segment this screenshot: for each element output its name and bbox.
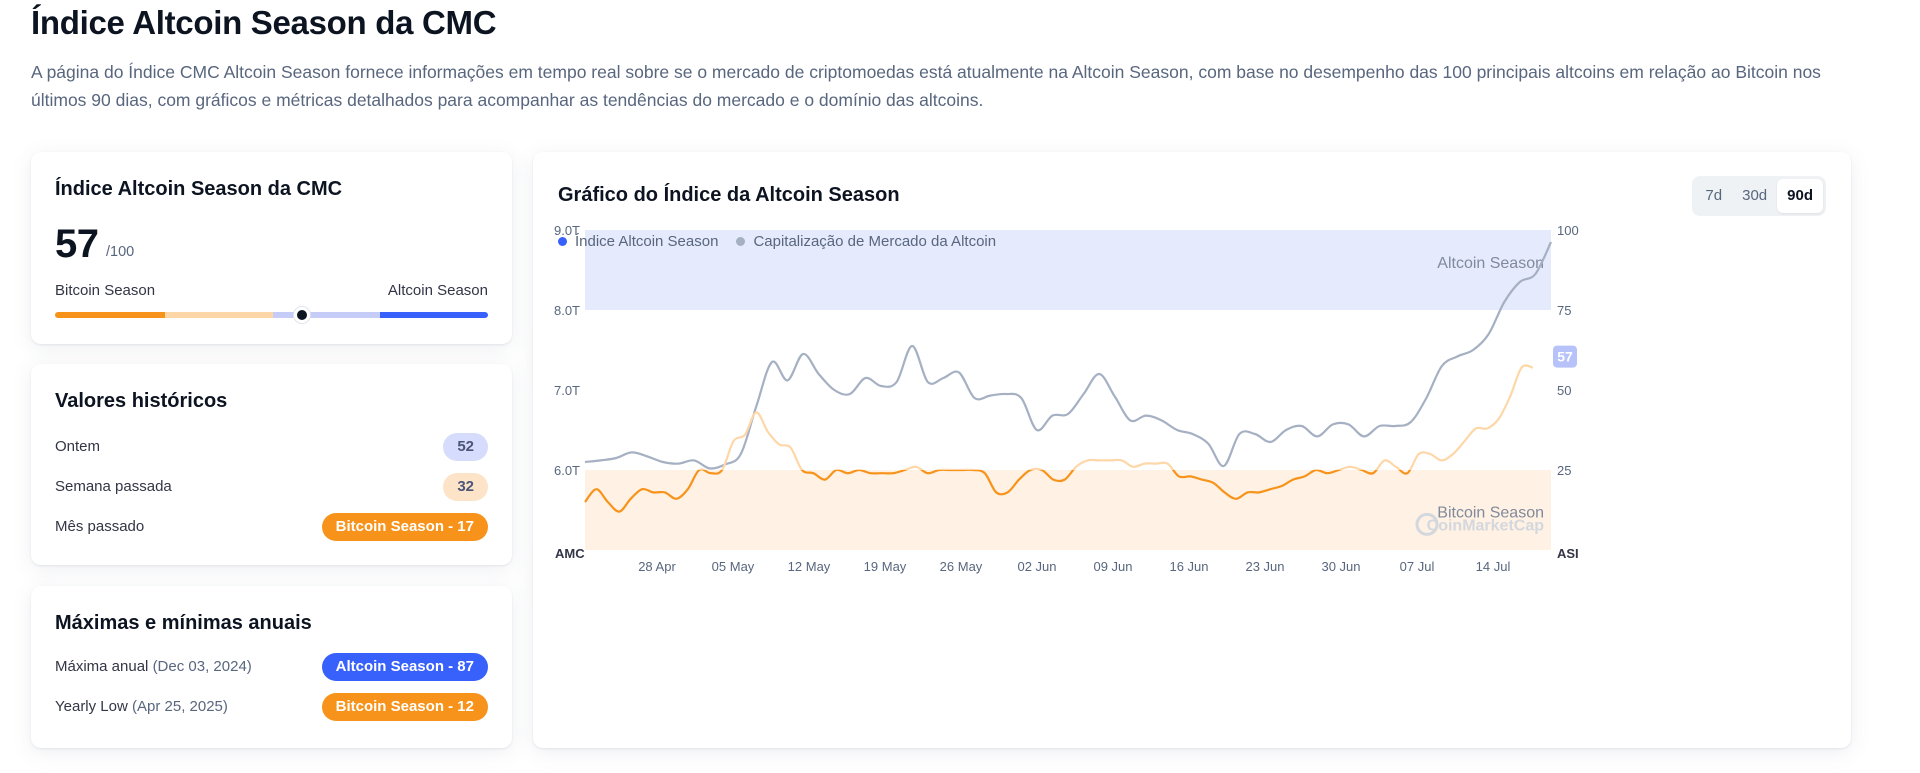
index-line-upper (697, 364, 1534, 470)
altcoin-season-label: Altcoin Season (387, 282, 488, 299)
coinmarketcap-logo-icon (1415, 512, 1439, 536)
altcoin-season-zone (585, 230, 1551, 310)
x-axis-tick: 02 Jun (1017, 559, 1056, 574)
historical-values-card: Valores históricos Ontem 52 Semana passa… (31, 364, 512, 565)
history-row-yesterday: Ontem 52 (55, 432, 488, 462)
history-label: Ontem (55, 438, 101, 455)
range-90d-button[interactable]: 90d (1777, 179, 1823, 213)
x-axis-tick: 14 Jul (1476, 559, 1511, 574)
legend-item-index[interactable]: Índice Altcoin Season (558, 233, 718, 250)
legend-label-market-cap: Capitalização de Mercado da Altcoin (753, 233, 997, 250)
history-value-badge: 32 (443, 473, 488, 501)
legend-dot-market-cap (736, 237, 746, 246)
history-value-badge: 52 (443, 433, 488, 461)
page-title: Índice Altcoin Season da CMC (31, 4, 497, 41)
chart-title: Gráfico do Índice da Altcoin Season (558, 184, 900, 206)
altcoin-season-zone-label: Altcoin Season (1437, 255, 1544, 272)
chart-card: Altcoin Season Bitcoin Season CoinMarketCa… (533, 152, 1851, 748)
right-axis-tick: 50 (1557, 383, 1571, 398)
current-value-badge (1553, 345, 1577, 368)
index-max: /100 (106, 244, 135, 260)
x-axis-tick: 05 May (712, 559, 755, 574)
page-description: A página do Índice CMC Altcoin Season fo… (31, 62, 1821, 110)
index-line-lower (584, 470, 1412, 513)
left-axis-tick: 8.0T (554, 303, 580, 318)
yearly-high-date: (Dec 03, 2024) (152, 658, 252, 675)
legend-label-index: Índice Altcoin Season (575, 233, 719, 250)
chart-legend: Índice Altcoin Season Capitalização de M… (558, 233, 996, 250)
left-axis-tick: 6.0T (554, 463, 580, 478)
x-axis-tick: 30 Jun (1321, 559, 1360, 574)
x-axis-tick: 23 Jun (1245, 559, 1284, 574)
bitcoin-season-zone-label: Bitcoin Season (1437, 505, 1544, 522)
x-axis-tick: 19 May (864, 559, 907, 574)
x-axis-tick: 12 May (788, 559, 831, 574)
bitcoin-season-zone (585, 470, 1551, 550)
left-axis-tick: 7.0T (554, 383, 580, 398)
legend-dot-index (558, 237, 567, 246)
gauge-segment-bitcoin-light (165, 312, 273, 318)
yearly-low-badge: Bitcoin Season - 12 (321, 693, 488, 721)
index-card: Índice Altcoin Season da CMC 57 /100 Bit… (31, 152, 512, 344)
history-row-last-week: Semana passada 32 (55, 472, 488, 502)
history-label: Semana passada (55, 478, 172, 495)
history-value-badge: Bitcoin Season - 17 (321, 513, 488, 541)
gauge-segment-altcoin (380, 312, 488, 318)
bitcoin-season-label: Bitcoin Season (55, 282, 156, 299)
x-axis-tick: 16 Jun (1169, 559, 1208, 574)
range-7d-button[interactable]: 7d (1705, 187, 1723, 204)
yearly-title: Máximas e mínimas anuais (55, 612, 312, 634)
yearly-high-text: Máxima anual (55, 658, 149, 675)
right-axis-tick: 100 (1557, 223, 1579, 238)
yearly-high-badge: Altcoin Season - 87 (321, 653, 488, 681)
yearly-high-low-card: Máximas e mínimas anuais Máxima anual (D… (31, 586, 512, 748)
market-cap-line (584, 241, 1552, 470)
historical-values-title: Valores históricos (55, 390, 228, 412)
x-axis-tick: 28 Apr (638, 559, 676, 574)
history-label: Mês passado (55, 518, 145, 535)
altcoin-season-chart[interactable]: Altcoin Season Bitcoin SeasonCoinMarketCa… (533, 152, 1851, 748)
chart-plot-group: Altcoin Season Bitcoin SeasonCoinMarketCa… (554, 223, 1579, 574)
current-value-badge-text: 57 (1557, 349, 1573, 365)
legend-item-market-cap[interactable]: Capitalização de Mercado da Altcoin (736, 233, 996, 250)
yearly-low-date: (Apr 25, 2025) (132, 698, 228, 715)
x-axis-tick: 07 Jul (1400, 559, 1435, 574)
gauge-segment-altcoin-light (273, 312, 380, 318)
yearly-low-text: Yearly Low (55, 698, 128, 715)
right-axis-label: ASI (1557, 546, 1579, 561)
gauge-segment-bitcoin (55, 312, 165, 318)
index-value: 57 (55, 222, 99, 266)
right-axis-tick: 75 (1557, 303, 1571, 318)
watermark-text: CoinMarketCap (1427, 517, 1545, 534)
gauge-indicator (293, 307, 310, 323)
right-axis-tick: 25 (1557, 463, 1571, 478)
time-range-selector: 7d 30d 90d (1692, 176, 1826, 216)
yearly-high-label: Máxima anual (Dec 03, 2024) (55, 658, 252, 675)
yearly-low-label: Yearly Low (Apr 25, 2025) (55, 698, 228, 715)
x-axis-tick: 26 May (940, 559, 983, 574)
range-30d-button[interactable]: 30d (1742, 187, 1768, 204)
left-axis-label: AMC (555, 546, 585, 561)
x-axis-tick: 09 Jun (1093, 559, 1132, 574)
history-row-last-month: Mês passado Bitcoin Season - 17 (55, 512, 488, 542)
yearly-low-row: Yearly Low (Apr 25, 2025) Bitcoin Season… (55, 692, 488, 722)
index-card-title: Índice Altcoin Season da CMC (55, 178, 343, 200)
yearly-high-row: Máxima anual (Dec 03, 2024) Altcoin Seas… (55, 652, 488, 682)
season-gauge (55, 307, 488, 323)
left-axis-tick: 9.0T (554, 223, 580, 238)
